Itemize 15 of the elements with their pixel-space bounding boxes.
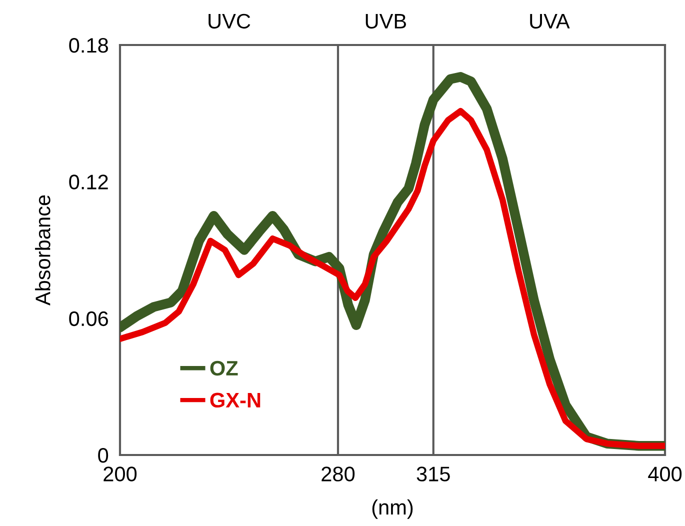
legend-label: GX-N bbox=[210, 392, 260, 408]
y-tick-label: 0.06 bbox=[69, 311, 108, 326]
x-tick-label: 315 bbox=[416, 466, 450, 482]
text: UVA bbox=[530, 14, 570, 29]
text: UVC bbox=[208, 14, 250, 29]
x-axis-title: (nm) bbox=[372, 499, 413, 519]
y-axis-title: Absorbance bbox=[35, 195, 50, 306]
legend-label: OZ bbox=[210, 360, 238, 376]
y-tick-label: 0.12 bbox=[69, 174, 108, 190]
x-tick-label: 280 bbox=[322, 466, 355, 482]
text: UVB bbox=[366, 14, 406, 29]
x-tick-label: 400 bbox=[648, 466, 682, 482]
y-tick-label: 0 bbox=[98, 448, 108, 463]
y-tick-label: 0.18 bbox=[69, 38, 108, 53]
x-tick-label: 200 bbox=[104, 466, 137, 482]
